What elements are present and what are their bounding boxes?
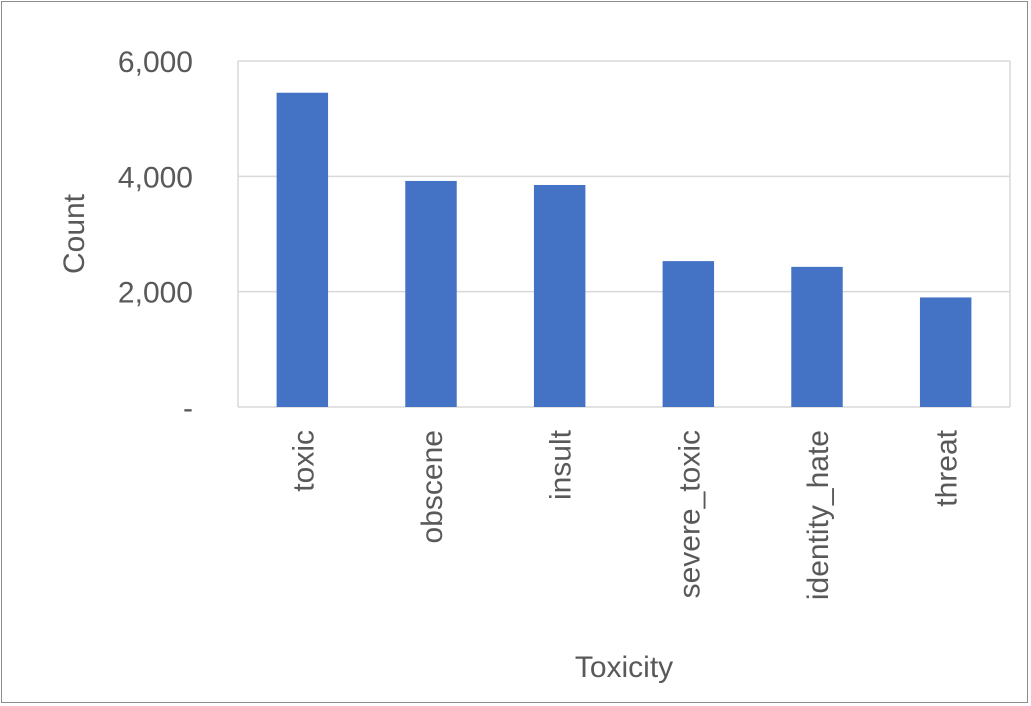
x-tick-label: severe_toxic [673,430,706,598]
x-tick-label: identity_hate [802,430,835,600]
y-tick-label: 4,000 [118,161,193,194]
y-tick-label: 2,000 [118,277,193,310]
x-tick-label: toxic [287,430,320,492]
bar-obscene [405,180,457,407]
bar-insult [533,184,586,407]
bar-threat [919,297,972,407]
x-tick-label: threat [931,429,964,506]
x-tick-label: insult [545,429,578,500]
bars [276,92,972,407]
bar-identity_hate [791,266,843,407]
x-tick-label: obscene [416,430,449,543]
y-tick-label: - [183,392,193,425]
y-tick-labels: - 2,000 4,000 6,000 [118,46,193,425]
x-category-labels: toxic obscene insult severe_toxic identity_h… [287,429,963,600]
y-tick-label: 6,000 [118,46,193,79]
gridlines [237,60,1011,408]
bar-severe_toxic [662,261,715,407]
bar-toxic [276,92,329,407]
x-axis-title: Toxicity [575,651,673,684]
y-axis-title: Count [58,193,91,274]
